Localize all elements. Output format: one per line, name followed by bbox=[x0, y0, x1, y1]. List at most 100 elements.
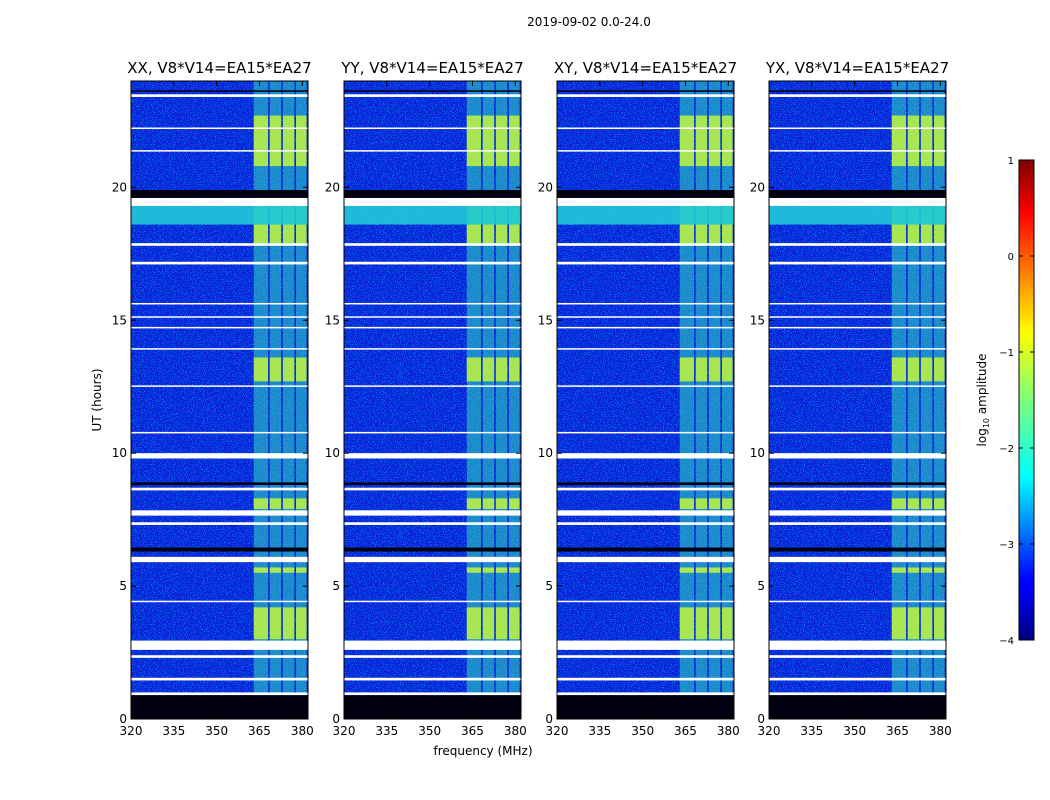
y-tick-label: 0 bbox=[545, 712, 553, 726]
y-tick-label: 5 bbox=[332, 579, 340, 593]
flagged-row-white bbox=[131, 94, 308, 97]
flagged-row-white bbox=[131, 348, 308, 350]
rfi-bright-block bbox=[695, 607, 708, 640]
flagged-row-white bbox=[557, 326, 734, 329]
elevated-band bbox=[557, 205, 734, 225]
rfi-bright-block bbox=[495, 115, 508, 167]
flagged-row-white bbox=[344, 348, 521, 350]
flagged-row-black bbox=[557, 482, 734, 486]
colorbar-tick-label: −4 bbox=[999, 636, 1014, 647]
flagged-row-white bbox=[557, 600, 734, 603]
rfi-bright-block bbox=[907, 357, 920, 382]
flagged-row-white bbox=[344, 197, 521, 206]
flagged-row-white bbox=[557, 677, 734, 681]
rfi-bright-block bbox=[934, 567, 945, 573]
flagged-row-white bbox=[769, 431, 946, 434]
rfi-bright-block bbox=[482, 224, 495, 244]
panel-frame bbox=[130, 80, 309, 720]
y-tick-label: 10 bbox=[538, 446, 553, 460]
rfi-bright-block bbox=[296, 498, 307, 509]
colorbar-tick-label: 1 bbox=[1008, 156, 1014, 167]
flagged-row-white bbox=[131, 385, 308, 387]
flagged-row-white bbox=[557, 127, 734, 130]
rfi-bright-block bbox=[695, 567, 708, 573]
flagged-row-white bbox=[131, 556, 308, 563]
rfi-bright-block bbox=[920, 224, 933, 244]
rfi-bright-block bbox=[282, 357, 295, 382]
y-tick-label: 5 bbox=[119, 579, 127, 593]
chart-title: 2019-09-02 0.0-24.0 bbox=[527, 15, 651, 29]
rfi-bright-block bbox=[269, 498, 282, 509]
flagged-row-black bbox=[131, 189, 308, 198]
flagged-row-white bbox=[131, 431, 308, 434]
rfi-bright-block bbox=[722, 607, 733, 640]
y-tick-label: 0 bbox=[119, 712, 127, 726]
y-tick-label: 15 bbox=[538, 313, 553, 327]
y-axis-label: UT (hours) bbox=[90, 368, 104, 431]
flagged-row-white bbox=[344, 302, 521, 305]
rfi-subband bbox=[495, 81, 508, 719]
flagged-row-white bbox=[344, 522, 521, 525]
y-tick-label: 10 bbox=[112, 446, 127, 460]
elevated-band bbox=[131, 205, 308, 225]
flagged-row-white bbox=[769, 302, 946, 305]
flagged-row-white bbox=[557, 94, 734, 97]
colorbar-tick-label: −2 bbox=[999, 444, 1014, 455]
panel-noise bbox=[769, 81, 946, 719]
x-tick-label: 365 bbox=[248, 724, 271, 738]
x-tick-label: 335 bbox=[162, 724, 185, 738]
panel-frame bbox=[343, 80, 522, 720]
flagged-row-black bbox=[344, 695, 521, 719]
flagged-row-white bbox=[131, 316, 308, 318]
flagged-row-white bbox=[344, 640, 521, 650]
x-tick-label: 350 bbox=[631, 724, 654, 738]
rfi-bright-block bbox=[253, 115, 269, 167]
rfi-bright-block bbox=[482, 607, 495, 640]
flagged-row-white bbox=[344, 385, 521, 387]
panel-title: XY, V8*V14=EA15*EA27 bbox=[554, 59, 737, 77]
rfi-bright-block bbox=[934, 115, 945, 167]
rfi-bright-block bbox=[509, 498, 520, 509]
flagged-row-black bbox=[131, 482, 308, 486]
flagged-row-white bbox=[769, 385, 946, 387]
rfi-subband bbox=[920, 81, 933, 719]
rfi-bright-block bbox=[296, 357, 307, 382]
rfi-bright-block bbox=[920, 498, 933, 509]
rfi-bright-block bbox=[495, 498, 508, 509]
flagged-row-white bbox=[131, 692, 308, 696]
rfi-bright-block bbox=[708, 607, 721, 640]
rfi-bright-block bbox=[679, 357, 695, 382]
colorbar-tick-label: −3 bbox=[999, 540, 1014, 551]
flagged-row-white bbox=[769, 243, 946, 246]
flagged-row-white bbox=[131, 655, 308, 658]
rfi-bright-block bbox=[269, 567, 282, 573]
flagged-row-black bbox=[557, 695, 734, 719]
rfi-bright-block bbox=[253, 357, 269, 382]
y-tick-label: 10 bbox=[325, 446, 340, 460]
rfi-bright-block bbox=[466, 607, 482, 640]
rfi-bright-block bbox=[722, 498, 733, 509]
flagged-row-white bbox=[344, 94, 521, 97]
flagged-row-white bbox=[131, 522, 308, 525]
rfi-subband bbox=[269, 81, 282, 719]
y-tick-label: 20 bbox=[325, 180, 340, 194]
flagged-row-white bbox=[769, 316, 946, 318]
rfi-bright-block bbox=[495, 607, 508, 640]
rfi-bright-block bbox=[269, 607, 282, 640]
rfi-bright-block bbox=[253, 607, 269, 640]
colorbar-label-prefix: log bbox=[975, 428, 989, 446]
x-tick-label: 320 bbox=[120, 724, 143, 738]
flagged-row-white bbox=[769, 677, 946, 681]
y-tick-label: 0 bbox=[757, 712, 765, 726]
rfi-bright-block bbox=[482, 498, 495, 509]
rfi-bright-block bbox=[466, 498, 482, 509]
y-tick-label: 20 bbox=[750, 180, 765, 194]
flagged-row-white bbox=[769, 197, 946, 206]
rfi-bright-block bbox=[509, 357, 520, 382]
flagged-row-white bbox=[769, 261, 946, 265]
rfi-subband bbox=[282, 81, 295, 719]
flagged-row-white bbox=[131, 487, 308, 491]
rfi-bright-block bbox=[269, 224, 282, 244]
flagged-row-white bbox=[769, 348, 946, 350]
